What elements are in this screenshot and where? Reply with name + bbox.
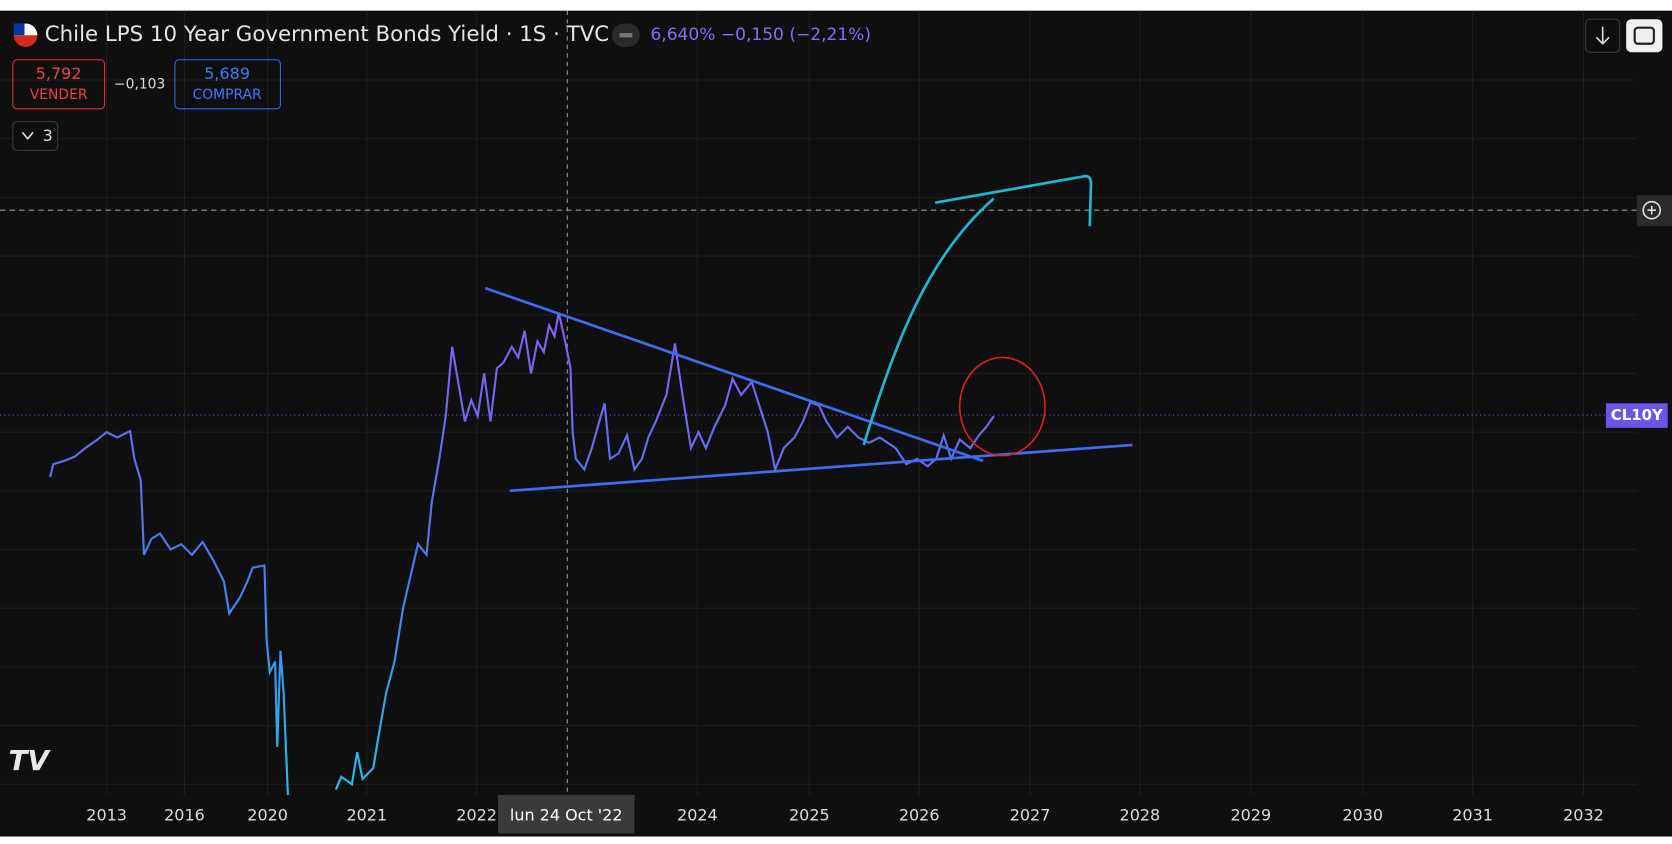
x-tick-label: 2016 [164,806,205,825]
trendline [484,286,984,463]
grid [0,10,1637,795]
x-tick-label: 2022 [456,806,497,825]
price-tag: CL10Y [1611,406,1663,424]
chevron [21,131,34,140]
buy-button[interactable] [174,59,281,110]
x-tick-label: 2031 [1452,806,1493,825]
buy-label: COMPRAR [193,87,262,103]
buy-price: 5,689 [204,64,250,83]
x-tick-label: 2020 [247,806,288,825]
trendline [509,443,1133,493]
indicators-toggle[interactable] [12,121,59,151]
x-tick-label: 2032 [1563,806,1604,825]
plus-icon [1642,200,1662,220]
price-change: −0,150 (−2,21%) [721,25,871,45]
spread: −0,103 [114,76,165,92]
crosshair-label-box [497,794,635,834]
x-tick-label: 2030 [1342,806,1383,825]
logo: TV [9,744,52,777]
fullscreen-button[interactable] [1626,19,1663,53]
indicators-count: 3 [43,126,53,145]
x-tick-label: 2024 [677,806,718,825]
drawing-arrow [934,174,1093,227]
sell-label: VENDER [30,87,88,103]
price-series [334,312,995,790]
drawing-circle [958,356,1046,457]
fullscreen-icon [1633,26,1655,45]
price-series [49,429,289,795]
drawing-arrow [862,197,995,446]
x-axis: 2013 2016 2020 2021 2022 2024 2025 2026 2027 2028… [86,806,1604,825]
x-tick-label: 2027 [1010,806,1051,825]
symbol-title: Chile LPS 10 Year Government Bonds Yield… [45,22,609,47]
x-tick-label: 2021 [346,806,387,825]
x-tick-label: 2028 [1120,806,1161,825]
plus-icon [1647,205,1657,215]
x-tick-label: 2026 [899,806,940,825]
sell-price: 5,792 [36,64,82,83]
crosshair-label: lun 24 Oct '22 [510,806,623,825]
x-tick-label: 2013 [86,806,127,825]
price-tag-box [1605,403,1668,428]
download-icon [1595,26,1610,45]
sell-button[interactable] [12,59,106,110]
last-price: 6,640% [650,25,715,45]
chart-background [0,10,1672,837]
flag-part [13,23,25,36]
x-tick-label: 2029 [1230,806,1271,825]
x-tick-label: 2025 [789,806,830,825]
status-icon [619,33,633,38]
